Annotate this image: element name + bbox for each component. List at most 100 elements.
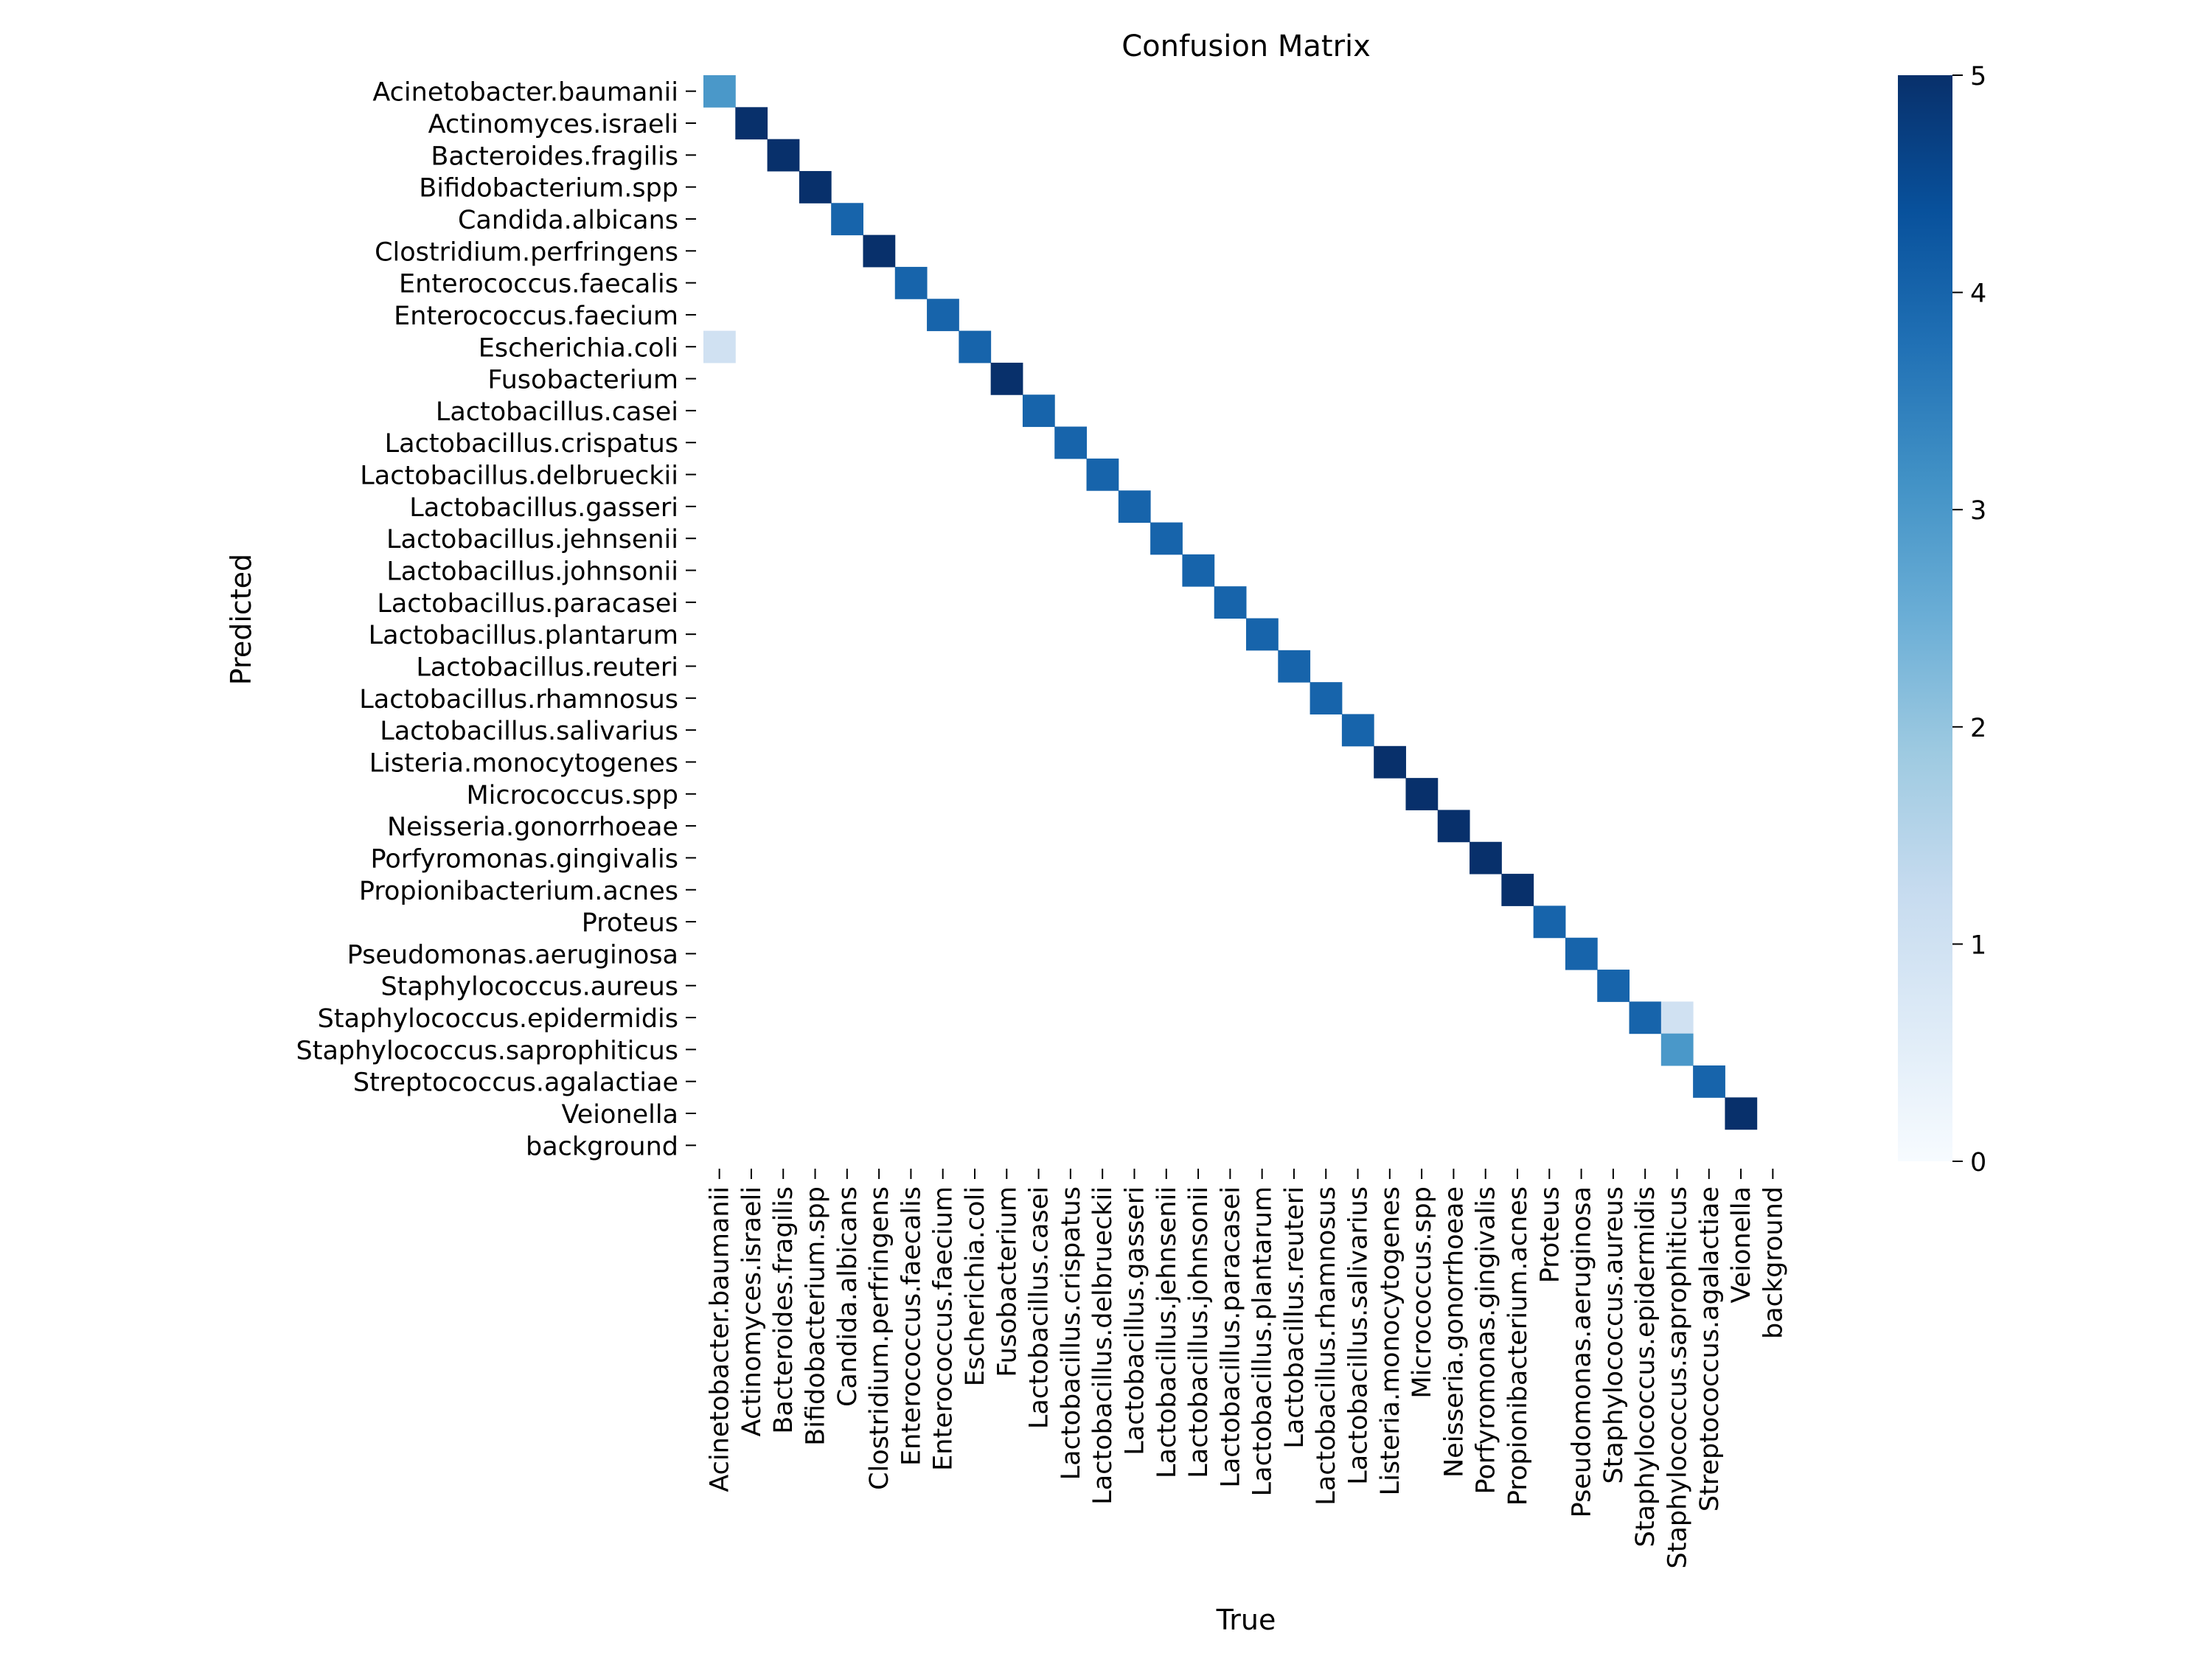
x-tick-label: Streptococcus.agalactiae	[1695, 1186, 1725, 1512]
heatmap-cell	[1022, 394, 1055, 428]
chart-title: Confusion Matrix	[1121, 29, 1371, 63]
y-tick-label: Streptococcus.agalactiae	[353, 1068, 678, 1098]
x-tick-label: Lactobacillus.plantarum	[1248, 1186, 1278, 1496]
x-tick-label: Clostridium.perfringens	[865, 1186, 894, 1490]
x-tick-label: Lactobacillus.johnsonii	[1184, 1186, 1214, 1478]
x-tick-label: Acinetobacter.baumanii	[706, 1186, 735, 1492]
x-tick-label: Lactobacillus.salivarius	[1344, 1186, 1374, 1485]
x-tick-label: Propionibacterium.acnes	[1503, 1186, 1533, 1506]
heatmap-cell	[1693, 1065, 1725, 1098]
heatmap-cell	[1405, 778, 1439, 810]
x-tick-label: Bacteroides.fragilis	[769, 1186, 799, 1434]
y-tick-label: Acinetobacter.baumanii	[372, 78, 678, 108]
heatmap-cell	[1437, 810, 1470, 843]
heatmap-cell	[990, 362, 1023, 395]
x-tick-label: Neisseria.gonorrhoeae	[1439, 1186, 1469, 1478]
x-tick-label: Lactobacillus.rhamnosus	[1312, 1186, 1341, 1506]
y-tick-label: Enterococcus.faecium	[394, 302, 678, 331]
y-tick-label: Staphylococcus.aureus	[380, 973, 678, 1002]
colorbar	[1898, 75, 1952, 1161]
colorbar-tick-label: 5	[1970, 62, 1986, 91]
y-tick-label: Lactobacillus.rhamnosus	[359, 685, 678, 714]
x-tick-label: Lactobacillus.jehnsenii	[1152, 1186, 1182, 1478]
heatmap-cell	[1597, 970, 1630, 1002]
heatmap-cell	[1629, 1001, 1662, 1034]
y-tick-label: Proteus	[582, 908, 678, 938]
x-tick-label: Lactobacillus.delbrueckii	[1088, 1186, 1118, 1505]
heatmap-cell	[767, 139, 800, 172]
heatmap-cell	[1565, 937, 1598, 970]
heatmap-cell	[831, 203, 863, 236]
y-tick-label: Lactobacillus.delbrueckii	[360, 462, 678, 491]
colorbar-tick-label: 2	[1970, 714, 1986, 743]
heatmap-cell	[1310, 682, 1343, 714]
y-tick-label: Staphylococcus.saprophiticus	[296, 1036, 679, 1065]
heatmap-cell	[1501, 874, 1534, 906]
heatmap-cell	[1278, 650, 1311, 683]
y-tick-label: Listeria.monocytogenes	[369, 748, 678, 778]
colorbar-tick-label: 3	[1970, 496, 1986, 526]
x-tick-label: Pseudomonas.aeruginosa	[1568, 1186, 1597, 1517]
y-tick-label: Staphylococcus.epidermidis	[318, 1004, 678, 1034]
x-axis-label: True	[1216, 1604, 1276, 1636]
x-tick-label: Micrococcus.spp	[1408, 1186, 1437, 1399]
x-tick-label: Fusobacterium	[992, 1186, 1022, 1377]
colorbar-ticks: 0 1 2 3 4 5	[1952, 62, 1986, 1178]
y-tick-label: Lactobacillus.gasseri	[409, 493, 678, 523]
x-tick-label: Veionella	[1727, 1186, 1756, 1304]
y-tick-label: Bacteroides.fragilis	[431, 142, 678, 171]
heatmap-cell	[703, 330, 736, 364]
y-tick-label: Escherichia.coli	[479, 333, 678, 363]
y-axis-label: Predicted	[225, 554, 257, 685]
y-tick-label: Fusobacterium	[487, 366, 678, 395]
heatmap-cell	[1660, 1033, 1694, 1066]
heatmap-cell	[1118, 490, 1151, 524]
heatmap-cell	[1725, 1097, 1758, 1130]
colorbar-tick-label: 4	[1970, 279, 1986, 309]
y-tick-label: Candida.albicans	[458, 206, 678, 235]
heatmap-cell	[1086, 458, 1119, 491]
x-tick-label: Lactobacillus.paracasei	[1216, 1186, 1245, 1488]
heatmap-cell	[1533, 905, 1566, 939]
heatmap-cell	[1374, 745, 1406, 779]
y-tick-label: Lactobacillus.crispatus	[385, 429, 678, 459]
x-tick-label: Lactobacillus.gasseri	[1120, 1186, 1150, 1455]
heatmap-cell	[1182, 554, 1215, 587]
y-tick-label: Enterococcus.faecalis	[399, 270, 678, 299]
x-tick-label: Staphylococcus.epidermidis	[1631, 1186, 1660, 1547]
y-tick-label: Veionella	[561, 1100, 678, 1130]
x-tick-label: Proteus	[1535, 1186, 1565, 1283]
x-tick-label: Lactobacillus.casei	[1025, 1186, 1054, 1429]
y-tick-label: Bifidobacterium.spp	[419, 174, 678, 204]
x-tick-label: Enterococcus.faecalis	[897, 1186, 926, 1466]
y-tick-label: background	[526, 1132, 678, 1161]
x-tick-label: Actinomyces.israeli	[737, 1186, 767, 1436]
y-tick-label: Actinomyces.israeli	[428, 110, 678, 139]
y-tick-label: Pseudomonas.aeruginosa	[347, 940, 678, 970]
x-tick-label: Staphylococcus.aureus	[1599, 1186, 1629, 1484]
y-tick-label: Micrococcus.spp	[466, 781, 678, 810]
heatmap-cell	[1150, 522, 1183, 555]
y-tick-label: Porfyromonas.gingivalis	[370, 844, 678, 874]
x-tick-label: Staphylococcus.saprophiticus	[1663, 1186, 1692, 1569]
y-tick-label: Lactobacillus.johnsonii	[386, 557, 678, 587]
y-tick-label: Lactobacillus.paracasei	[377, 589, 678, 619]
heatmap-cell	[927, 299, 959, 332]
heatmap-cell	[1214, 586, 1247, 619]
heatmap-cell	[1341, 714, 1374, 747]
heatmap-cell	[703, 75, 736, 108]
heatmap-cell	[1054, 426, 1088, 459]
heatmap-cell	[1660, 1001, 1694, 1034]
x-tick-label: Listeria.monocytogenes	[1376, 1186, 1405, 1495]
x-tick-label: Lactobacillus.reuteri	[1280, 1186, 1310, 1449]
heatmap-cell	[799, 170, 832, 204]
y-tick-label: Lactobacillus.reuteri	[416, 653, 678, 682]
x-tick-label: background	[1759, 1186, 1788, 1339]
x-tick-label: Porfyromonas.gingivalis	[1472, 1186, 1501, 1495]
colorbar-tick-label: 0	[1970, 1148, 1986, 1178]
y-tick-label: Propionibacterium.acnes	[359, 877, 678, 906]
x-tick-label: Escherichia.coli	[961, 1186, 990, 1386]
heatmap-cell	[959, 330, 992, 364]
heatmap-cell	[1246, 618, 1279, 651]
